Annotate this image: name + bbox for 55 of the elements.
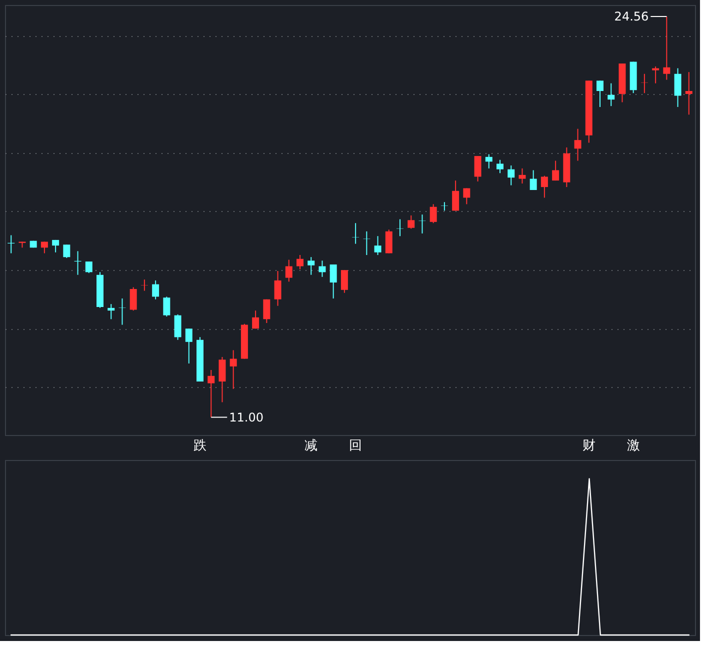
candlestick [308, 256, 315, 276]
candlestick [63, 244, 70, 258]
x-tick-label: 跌 [194, 438, 206, 454]
x-tick-label: 减 [304, 438, 318, 454]
candlestick [430, 204, 437, 224]
x-tick-label: 回 [349, 438, 362, 454]
candlestick [463, 188, 470, 205]
candlestick [174, 314, 182, 340]
candlestick [118, 298, 126, 326]
candlestick [152, 280, 160, 300]
candlestick [418, 214, 426, 234]
candlestick [163, 296, 170, 317]
candlestick [263, 298, 270, 324]
candlestick [108, 304, 115, 320]
candlestick [530, 170, 537, 191]
candlestick [496, 159, 504, 174]
candlestick [40, 241, 48, 254]
candlestick [408, 214, 415, 230]
candlestick [452, 180, 460, 212]
annotation: 24.56 [614, 10, 649, 24]
candlestick [508, 164, 515, 186]
candlestick [674, 68, 682, 108]
candlestick [130, 286, 137, 312]
candlestick [318, 260, 326, 278]
candlestick [208, 369, 215, 418]
candlestick [385, 229, 392, 254]
candlestick [85, 261, 92, 274]
candlestick [285, 259, 292, 282]
candlestick [340, 270, 348, 294]
candlestick [474, 156, 482, 182]
candlestick [52, 239, 60, 253]
candlestick [140, 279, 148, 292]
candlestick [608, 82, 615, 107]
candlestick [374, 236, 382, 256]
candlestick [330, 264, 337, 299]
candlestick [685, 72, 692, 116]
candlestick [296, 254, 304, 270]
candlestick [185, 328, 192, 364]
candlestick [352, 222, 360, 244]
candlestick [252, 310, 260, 330]
candlestick [540, 175, 548, 198]
candlestick [652, 66, 660, 84]
candlestick [596, 80, 604, 108]
candlestick [218, 356, 226, 403]
candlestick [518, 168, 526, 184]
annotation: 11.00 [229, 410, 264, 424]
candlestick [663, 16, 670, 80]
candlestick [574, 128, 582, 162]
candlestick [485, 154, 492, 169]
candlestick [230, 350, 237, 390]
x-tick-label: 激 [626, 438, 640, 454]
candlestick [440, 202, 448, 212]
x-tick-label: 财 [582, 438, 596, 454]
candlestick [274, 270, 282, 306]
candlestick [552, 160, 560, 182]
